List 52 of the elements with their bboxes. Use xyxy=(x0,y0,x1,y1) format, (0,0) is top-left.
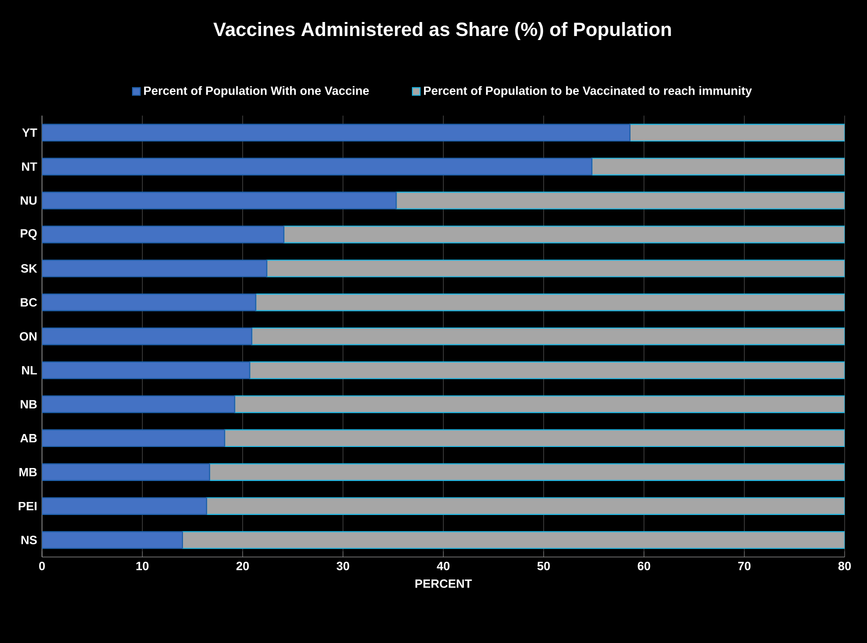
x-tick-label: 10 xyxy=(136,562,149,570)
bar xyxy=(42,429,226,448)
bar xyxy=(182,531,845,549)
y-tick-label: NU xyxy=(20,196,37,205)
x-tick-label: 0 xyxy=(39,562,45,570)
x-axis-title: PERCENT xyxy=(415,579,472,588)
bar xyxy=(396,192,845,210)
bar xyxy=(234,395,845,414)
bar xyxy=(209,463,845,481)
legend-label: Percent of Population With one Vaccine xyxy=(144,86,369,98)
y-tick-label: NB xyxy=(20,400,37,408)
bar xyxy=(251,327,845,346)
x-tick-label: 40 xyxy=(436,562,450,570)
chart-title: Vaccines Administered as Share (%) of Population xyxy=(213,22,671,40)
x-tick-label: 80 xyxy=(838,562,851,570)
y-tick-label: MB xyxy=(19,468,37,476)
y-tick-label: AB xyxy=(20,434,37,442)
bar xyxy=(42,226,284,244)
y-tick-label: PEI xyxy=(18,502,36,510)
bar xyxy=(591,158,845,176)
y-tick-label: BC xyxy=(20,298,37,307)
bar xyxy=(42,294,256,312)
bar xyxy=(42,497,208,515)
bar xyxy=(42,463,210,481)
bar xyxy=(42,327,252,346)
bar xyxy=(42,124,630,142)
x-tick-label: 50 xyxy=(537,562,550,570)
legend-label: Percent of Population to be Vaccinated to reach immunity xyxy=(424,86,752,98)
y-tick-label: PQ xyxy=(20,229,37,240)
y-tick-label: YT xyxy=(22,128,38,137)
bar xyxy=(42,192,397,210)
y-tick-label: ON xyxy=(20,332,36,341)
bar xyxy=(255,294,845,312)
x-tick-label: 60 xyxy=(638,562,650,570)
y-tick-label: SK xyxy=(20,264,38,273)
x-tick-label: 70 xyxy=(738,562,751,570)
bar xyxy=(42,260,268,278)
bar xyxy=(42,395,236,414)
bar xyxy=(629,124,845,142)
y-tick-label: NL xyxy=(22,366,37,374)
bar xyxy=(42,361,250,380)
x-tick-label: 30 xyxy=(336,562,350,570)
bar xyxy=(206,497,845,515)
bar xyxy=(42,158,592,176)
bar xyxy=(283,226,845,244)
y-tick-label: NS xyxy=(21,536,37,544)
bar xyxy=(224,429,845,448)
y-tick-label: NT xyxy=(22,162,38,171)
bar xyxy=(249,361,845,380)
bar xyxy=(266,260,845,278)
x-tick-label: 20 xyxy=(236,562,249,570)
bar xyxy=(42,531,184,549)
